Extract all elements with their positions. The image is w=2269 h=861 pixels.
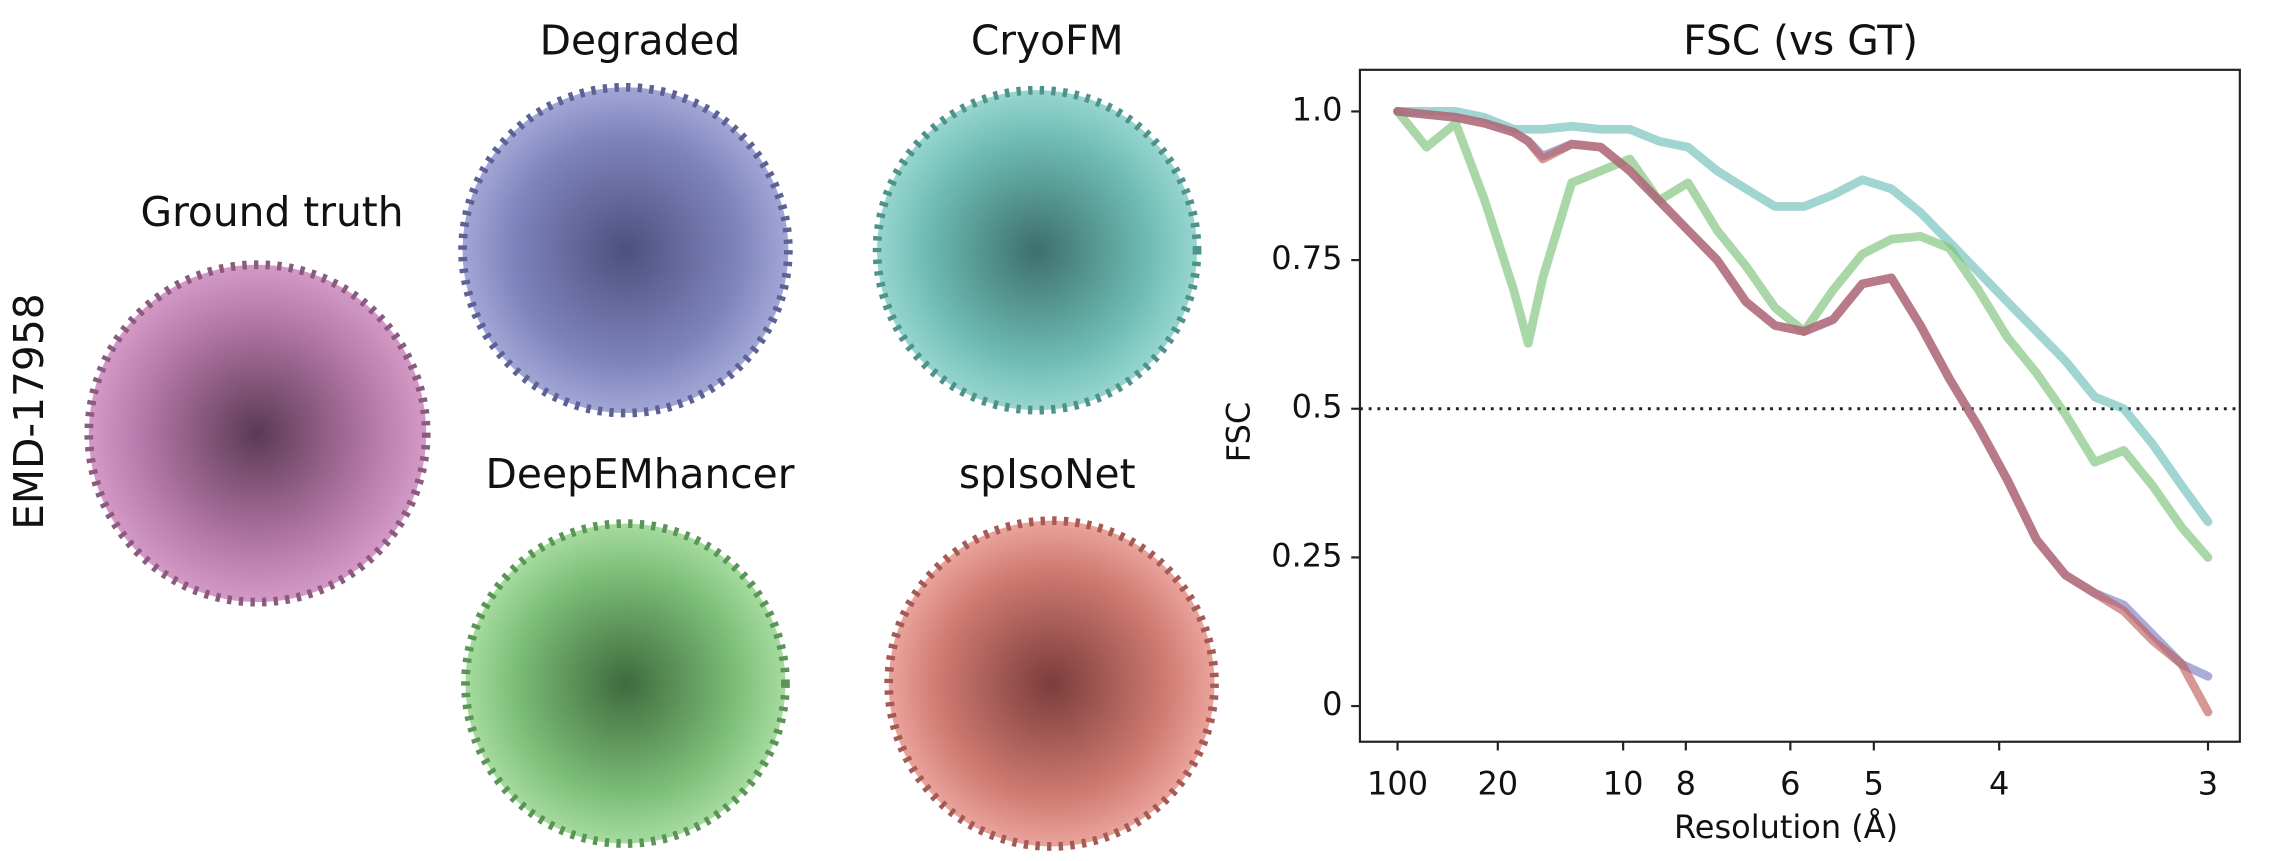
y-tick-label: 0.25 <box>1271 536 1342 574</box>
y-tick-label: 1.0 <box>1292 90 1343 128</box>
y-tick-label: 0.5 <box>1292 388 1343 426</box>
x-tick-label: 6 <box>1780 764 1800 802</box>
y-tick-label: 0 <box>1322 685 1342 723</box>
x-axis-label: Resolution (Å) <box>1674 808 1898 846</box>
spisonet-map <box>884 516 1219 851</box>
fsc-line <box>1393 107 2213 717</box>
chart-title: FSC (vs GT) <box>1683 17 1918 65</box>
y-axis-label: FSC <box>1220 402 1258 462</box>
ground-truth-map <box>84 260 431 607</box>
panel-label: Ground truth <box>141 188 404 236</box>
panel-label: spIsoNet <box>959 450 1136 498</box>
cryofm-map <box>872 85 1202 415</box>
density-maps <box>84 82 1219 851</box>
x-tick-label: 5 <box>1864 764 1884 802</box>
fsc-line <box>1393 107 2213 562</box>
x-tick-label: 8 <box>1676 764 1696 802</box>
panel-label: DeepEMhancer <box>486 450 795 498</box>
panel-label: CryoFM <box>971 17 1124 65</box>
panel-label: Degraded <box>540 17 741 65</box>
degraded-map <box>458 82 793 418</box>
row-label: EMD-17958 <box>5 293 53 529</box>
x-tick-label: 20 <box>1477 764 1518 802</box>
deepemhancer-map <box>461 519 790 848</box>
x-tick-label: 3 <box>2198 764 2218 802</box>
y-tick-label: 0.75 <box>1271 239 1342 277</box>
x-tick-label: 100 <box>1367 764 1428 802</box>
x-tick-label: 10 <box>1603 764 1644 802</box>
plot-frame <box>1358 68 2241 743</box>
x-tick-label: 4 <box>1989 764 2009 802</box>
fsc-line <box>1393 107 2213 527</box>
